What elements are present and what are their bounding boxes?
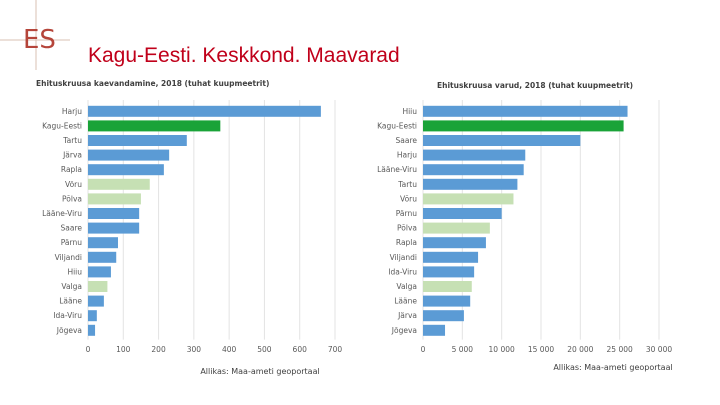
x-tick-label: 700: [328, 345, 343, 354]
bar: [423, 178, 518, 190]
chart-title: Ehituskruusa varud, 2018 (tuhat kuupmeet…: [437, 81, 633, 90]
bar: [423, 266, 475, 278]
x-tick-label: 500: [257, 345, 272, 354]
source-note: Allikas: Maa-ameti geoportaal: [553, 363, 672, 372]
bar: [88, 222, 140, 234]
category-label: Hiiu: [67, 267, 82, 276]
category-label: Valga: [396, 282, 417, 291]
category-label: Jõgeva: [56, 326, 82, 335]
bar: [423, 135, 581, 146]
bar: [88, 149, 170, 161]
x-tick-label: 5 000: [452, 345, 474, 354]
bar: [423, 310, 464, 322]
category-label: Viljandi: [390, 253, 417, 262]
bar: [88, 105, 321, 117]
bar: [423, 237, 486, 249]
x-tick-label: 600: [293, 345, 308, 354]
bar: [88, 120, 221, 132]
category-label: Järva: [62, 151, 82, 160]
bar: [88, 164, 164, 176]
bar: [88, 281, 108, 292]
bar: [88, 208, 140, 219]
bar: [423, 193, 514, 205]
bar: [88, 295, 104, 307]
x-tick-label: 300: [187, 345, 202, 354]
category-label: Tartu: [397, 180, 417, 189]
x-tick-label: 10 000: [489, 345, 515, 354]
category-label: Järva: [397, 311, 417, 320]
category-label: Saare: [396, 136, 418, 145]
bar: [88, 135, 187, 146]
chart-title: Ehituskruusa kaevandamine, 2018 (tuhat k…: [36, 79, 269, 88]
category-label: Lääne: [394, 297, 417, 306]
x-tick-label: 100: [116, 345, 131, 354]
category-label: Harju: [397, 151, 417, 160]
category-label: Rapla: [61, 165, 82, 174]
x-tick-label: 20 000: [567, 345, 593, 354]
bar: [88, 251, 117, 263]
bar: [88, 193, 141, 205]
x-tick-label: 0: [86, 345, 91, 354]
bar: [88, 324, 96, 336]
bar: [423, 164, 524, 176]
chart-extraction: Ehituskruusa kaevandamine, 2018 (tuhat k…: [36, 79, 343, 376]
bar: [88, 266, 111, 278]
bar: [423, 251, 479, 263]
chart-reserves: Ehituskruusa varud, 2018 (tuhat kuupmeet…: [377, 81, 673, 372]
category-label: Pärnu: [61, 238, 82, 247]
category-label: Viljandi: [55, 253, 82, 262]
bar: [423, 105, 628, 117]
category-label: Jõgeva: [391, 326, 417, 335]
bar: [423, 324, 446, 336]
category-label: Lääne-Viru: [377, 165, 417, 174]
bar: [423, 120, 624, 132]
page-title: Kagu-Eesti. Keskkond. Maavarad: [88, 44, 400, 67]
bar: [423, 149, 526, 161]
bar: [423, 295, 471, 307]
category-label: Ida-Viru: [388, 267, 417, 276]
bar: [88, 310, 97, 322]
category-label: Lääne: [59, 297, 82, 306]
category-label: Hiiu: [402, 107, 417, 116]
category-label: Pärnu: [396, 209, 417, 218]
category-label: Võru: [400, 194, 417, 203]
category-label: Harju: [62, 107, 82, 116]
x-tick-label: 0: [421, 345, 426, 354]
category-label: Tartu: [62, 136, 82, 145]
x-tick-label: 400: [222, 345, 237, 354]
bar: [423, 222, 490, 234]
category-label: Lääne-Viru: [42, 209, 82, 218]
category-label: Põlva: [62, 194, 82, 203]
category-label: Võru: [65, 180, 82, 189]
x-tick-label: 200: [151, 345, 166, 354]
bar: [423, 281, 472, 292]
category-label: Kagu-Eesti: [42, 121, 82, 130]
category-label: Ida-Viru: [53, 311, 82, 320]
bar: [423, 208, 502, 219]
x-tick-label: 25 000: [607, 345, 633, 354]
category-label: Rapla: [396, 238, 417, 247]
logo-text: ES: [23, 25, 56, 55]
es-logo: ES: [0, 0, 70, 70]
bar: [88, 237, 118, 249]
x-tick-label: 15 000: [528, 345, 554, 354]
bar: [88, 178, 150, 190]
category-label: Kagu-Eesti: [377, 121, 417, 130]
category-label: Saare: [61, 224, 83, 233]
source-note: Allikas: Maa-ameti geoportaal: [200, 367, 319, 376]
category-label: Põlva: [397, 224, 417, 233]
category-label: Valga: [61, 282, 82, 291]
x-tick-label: 30 000: [646, 345, 672, 354]
